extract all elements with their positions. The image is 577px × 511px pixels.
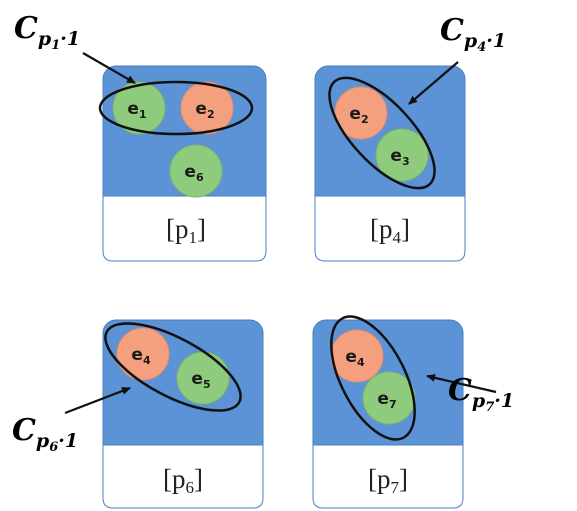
cluster-outline-p6 — [104, 322, 242, 412]
panel-p1: [p1] e1 e2 e6 Cp1·1 — [14, 11, 267, 262]
panel-p6: [p6] e4 e5 Cp6·1 — [12, 319, 264, 509]
panel-p4: [p4] e2 e3 Cp4·1 — [314, 13, 506, 262]
node-label-e3: e3 — [390, 146, 409, 168]
node-label-e2: e2 — [349, 104, 368, 126]
node-e5: e5 — [176, 351, 230, 405]
panel-p7: [p7] e4 e7 Cp7·1 — [312, 315, 514, 509]
panel-p7-label-box — [312, 444, 464, 509]
panel-p4-label-box — [314, 195, 466, 262]
node-label-e1: e1 — [127, 99, 146, 121]
panel-label-p4: [p4] — [370, 214, 410, 247]
node-e3: e3 — [375, 128, 429, 182]
node-e4: e4 — [330, 329, 384, 383]
node-label-e4: e4 — [345, 347, 365, 369]
cluster-outline-p7 — [330, 315, 416, 441]
node-e4: e4 — [116, 327, 170, 381]
cluster-label-p4: Cp4·1 — [440, 13, 506, 55]
cluster-label-p6: Cp6·1 — [12, 413, 78, 455]
node-label-e7: e7 — [377, 389, 396, 411]
node-e6: e6 — [169, 144, 223, 198]
node-label-e5: e5 — [191, 369, 210, 391]
node-label-e6: e6 — [184, 162, 204, 184]
node-e1: e1 — [112, 81, 166, 135]
panel-p1-label-box — [102, 195, 267, 262]
node-e2: e2 — [334, 86, 388, 140]
cluster-arrow-p1 — [82, 52, 136, 84]
cluster-arrow-p4 — [408, 61, 459, 105]
node-label-e4: e4 — [131, 345, 151, 367]
panel-label-p6: [p6] — [163, 464, 203, 497]
node-e2: e2 — [180, 81, 234, 135]
panel-p6-label-box — [102, 444, 264, 509]
panel-label-p1: [p1] — [166, 214, 206, 247]
cluster-outline-p4 — [328, 76, 436, 190]
node-label-e2: e2 — [195, 99, 214, 121]
cluster-arrow-p6 — [64, 386, 131, 415]
panel-label-p7: [p7] — [368, 464, 408, 497]
cluster-arrow-p7 — [426, 373, 497, 394]
cluster-label-p7: Cp7·1 — [448, 373, 514, 415]
node-e7: e7 — [362, 371, 416, 425]
cluster-outline-p1 — [98, 80, 254, 136]
cluster-label-p1: Cp1·1 — [14, 11, 80, 53]
